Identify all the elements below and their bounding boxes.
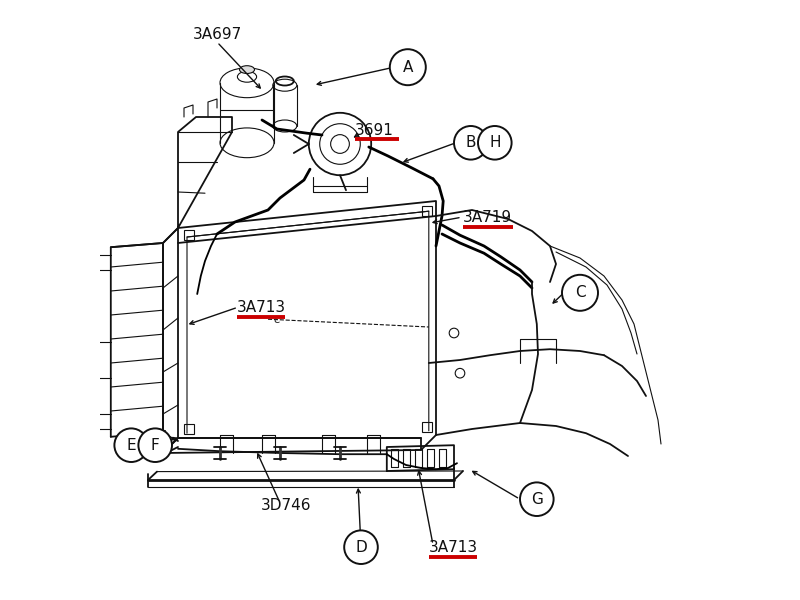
- Circle shape: [114, 428, 148, 462]
- Text: 3A713: 3A713: [237, 299, 286, 314]
- Text: 3691: 3691: [355, 123, 394, 138]
- Circle shape: [562, 275, 598, 311]
- Ellipse shape: [239, 66, 254, 73]
- Text: 3A697: 3A697: [193, 28, 242, 42]
- Text: F: F: [151, 438, 159, 452]
- Circle shape: [344, 530, 378, 564]
- Circle shape: [520, 482, 554, 516]
- Text: E: E: [126, 438, 136, 452]
- Text: D: D: [355, 540, 367, 554]
- Bar: [422, 422, 432, 432]
- Text: A: A: [402, 60, 413, 75]
- Text: H: H: [489, 135, 501, 150]
- Circle shape: [390, 49, 426, 85]
- Bar: [422, 206, 432, 216]
- Text: 3A719: 3A719: [463, 209, 512, 224]
- Text: B: B: [466, 135, 476, 150]
- Bar: [184, 424, 194, 434]
- Circle shape: [478, 126, 512, 160]
- Bar: [184, 230, 194, 240]
- Text: G: G: [531, 492, 542, 506]
- Circle shape: [454, 126, 488, 160]
- Text: 3D746: 3D746: [261, 498, 311, 512]
- Circle shape: [138, 428, 172, 462]
- Text: C: C: [574, 286, 586, 300]
- Text: c: c: [274, 313, 281, 326]
- Text: 3A713: 3A713: [429, 540, 478, 554]
